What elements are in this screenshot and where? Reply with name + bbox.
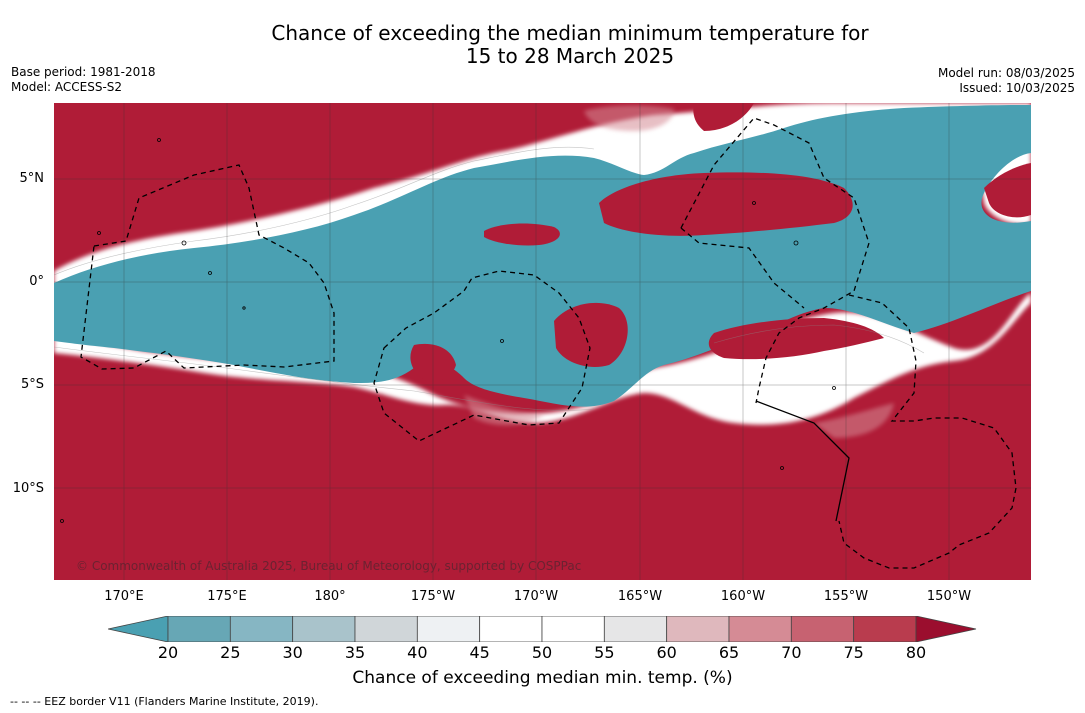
lon-label-175w: 175°W — [410, 589, 456, 604]
colorbar-over-arrow — [915, 616, 977, 642]
lon-label-155w: 155°W — [823, 589, 869, 604]
model-label: Model: ACCESS-S2 — [11, 80, 123, 94]
colorbar-cell — [354, 616, 418, 642]
issued-label: Issued: 10/03/2025 — [959, 81, 1075, 95]
meta-left: Base period: 1981-2018 Model: ACCESS-S2 — [11, 65, 156, 95]
lon-label-170e: 170°E — [104, 589, 144, 604]
colorbar-cell — [666, 616, 730, 642]
colorbar — [108, 616, 977, 642]
map-title: Chance of exceeding the median minimum t… — [0, 22, 1085, 68]
eez-legend-note: -- -- -- EEZ border V11 (Flanders Marine… — [10, 695, 319, 708]
colorbar-tick-label: 75 — [843, 643, 864, 662]
colorbar-cell — [541, 616, 605, 642]
colorbar-tick-label: 45 — [469, 643, 490, 662]
colorbar-title: Chance of exceeding median min. temp. (%… — [352, 668, 733, 688]
colorbar-tick-label: 80 — [905, 643, 927, 662]
map-canvas — [54, 103, 1031, 580]
title-line-1: Chance of exceeding the median minimum t… — [271, 21, 869, 45]
colorbar-tick-label: 60 — [656, 643, 677, 662]
colorbar-cell — [416, 616, 481, 642]
pink-fringes — [464, 105, 894, 438]
colorbar-under-arrow — [108, 616, 169, 642]
lon-label-150w: 150°W — [926, 589, 972, 604]
forecast-map: © Commonwealth of Australia 2025, Bureau… — [54, 103, 1031, 580]
lon-label-160w: 160°W — [720, 589, 766, 604]
colorbar-cell — [728, 616, 792, 642]
colorbar-tick-label: 25 — [220, 643, 241, 662]
colorbar-cell — [167, 616, 231, 642]
lat-label-10s: 10°S — [12, 481, 44, 496]
eez-borders — [80, 117, 1017, 569]
boundary-solid — [755, 400, 850, 522]
colorbar-tick-label: 40 — [407, 643, 428, 662]
colorbar-tick-label: 70 — [781, 643, 802, 662]
colorbar-cells — [167, 616, 917, 642]
base-period-label: Base period: 1981-2018 — [11, 65, 156, 79]
colorbar-tick-label: 20 — [157, 643, 179, 662]
lon-label-165w: 165°W — [617, 589, 663, 604]
lon-label-175e: 175°E — [207, 589, 247, 604]
model-run-label: Model run: 08/03/2025 — [937, 66, 1075, 80]
colorbar-cell — [479, 616, 543, 642]
graticule — [54, 103, 1031, 580]
lon-label-180: 180° — [314, 589, 346, 604]
colorbar-cell — [790, 616, 855, 642]
colorbar-tick-label: 50 — [531, 643, 553, 662]
colorbar-cell — [853, 616, 917, 642]
colorbar-cell — [603, 616, 668, 642]
lon-label-170w: 170°W — [513, 589, 559, 604]
copyright-text: © Commonwealth of Australia 2025, Bureau… — [76, 559, 582, 573]
contour-lines — [54, 146, 925, 411]
meta-right: Model run: 08/03/2025 Issued: 10/03/2025 — [938, 66, 1075, 96]
colorbar-tick-label: 65 — [718, 643, 740, 662]
lat-label-5s: 5°S — [20, 377, 44, 392]
lat-label-0: 0° — [29, 274, 44, 289]
colorbar-tick-label: 30 — [282, 643, 303, 662]
colorbar-cell — [292, 616, 356, 642]
colorbar-tick-label: 55 — [594, 643, 615, 662]
colorbar-tick-label: 35 — [344, 643, 366, 662]
lat-label-5n: 5°N — [19, 171, 45, 186]
title-line-2: 15 to 28 March 2025 — [465, 44, 675, 68]
island-outlines — [60, 138, 836, 523]
colorbar-cell — [229, 616, 294, 642]
warm-patches — [410, 103, 1031, 382]
